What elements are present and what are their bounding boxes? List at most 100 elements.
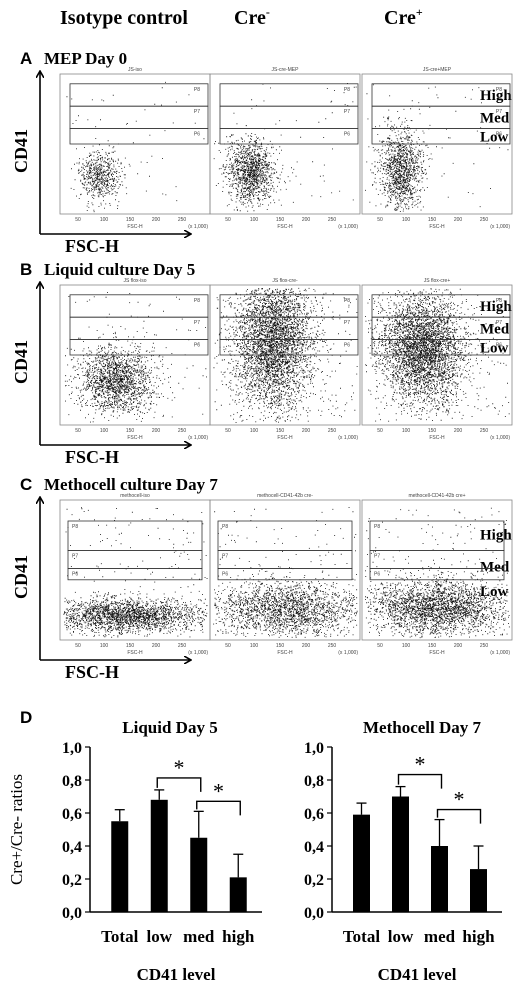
- fsc-axis-label: FSC-H: [65, 662, 119, 682]
- y-tick-label: 0,2: [304, 872, 324, 889]
- flow-x-axis-name: FSC-H: [277, 224, 293, 230]
- bar-chart-title: Liquid Day 5: [122, 718, 217, 737]
- flow-x-tick: 50: [225, 217, 231, 223]
- flow-gate: [69, 339, 209, 356]
- gate-level-label-med: Med: [480, 321, 510, 337]
- x-tick-label: high: [462, 927, 495, 946]
- flow-gate: [219, 339, 359, 356]
- y-tick-label: 0,0: [304, 905, 324, 922]
- bar-med: [431, 846, 448, 912]
- flow-gate: [371, 339, 511, 356]
- bar-low: [150, 799, 168, 912]
- flow-x-tick: 150: [276, 428, 285, 434]
- y-tick-label: 1,0: [62, 740, 82, 757]
- flow-x-axis-name: FSC-H: [429, 224, 445, 230]
- flow-x-tick: 150: [276, 217, 285, 223]
- flow-gate-label: P7: [222, 553, 228, 559]
- flow-gate: [67, 568, 203, 581]
- y-tick-label: 1,0: [304, 740, 324, 757]
- flow-gate: [219, 128, 359, 145]
- flow-gate: [69, 128, 209, 145]
- flow-plot: methocell-CD41-42b cre- 50 100 150 200 250(x …: [209, 493, 361, 656]
- flow-gate: [67, 520, 203, 551]
- flow-x-tick: 150: [428, 643, 437, 649]
- bar-total: [353, 814, 370, 912]
- flow-x-tick: 100: [250, 217, 259, 223]
- flow-x-max: (x 1,000): [338, 224, 358, 230]
- flow-x-tick: 150: [276, 643, 285, 649]
- flow-x-max: (x 1,000): [188, 650, 208, 656]
- flow-x-tick: 150: [126, 428, 135, 434]
- flow-gate-label: P7: [194, 320, 200, 326]
- flow-x-axis-name: FSC-H: [277, 650, 293, 656]
- x-tick-label: Total: [343, 927, 380, 946]
- flow-gate-label: P6: [194, 343, 200, 349]
- flow-plot-frame: [209, 73, 361, 215]
- flow-x-tick: 100: [250, 428, 259, 434]
- significance-bracket: [436, 808, 482, 824]
- flow-row-C: C Methocell culture Day 7 CD41 FSC-H High Med…: [11, 475, 513, 682]
- column-header-cre-plus-sup: +: [416, 5, 423, 19]
- x-tick-label: low: [388, 927, 414, 946]
- flow-gate-label: P7: [344, 109, 350, 115]
- flow-plot: JS-cre-MEP 50 100 150 200 250(x 1,000) FSC-H P8…: [209, 67, 361, 230]
- flow-x-tick: 150: [126, 643, 135, 649]
- column-header-cre-minus: Cre-: [234, 5, 270, 29]
- column-header-cre-plus: Cre+: [384, 5, 423, 29]
- panel-title: Liquid culture Day 5: [44, 260, 195, 279]
- flow-x-max: (x 1,000): [338, 435, 358, 441]
- gate-level-label-low: Low: [480, 129, 509, 145]
- flow-plot-frame: [209, 284, 361, 426]
- flow-gate: [217, 568, 353, 581]
- y-tick-label: 0,4: [304, 839, 324, 856]
- flow-events: [66, 81, 205, 213]
- flow-gate-label: P6: [222, 572, 228, 578]
- fsc-axis-label: FSC-H: [65, 236, 119, 256]
- y-tick-label: 0,2: [62, 872, 82, 889]
- y-tick-label: 0,0: [62, 905, 82, 922]
- gate-level-label-high: High: [480, 88, 512, 104]
- flow-plot-title: JS-cre+MEP: [423, 67, 452, 73]
- gate-level-label-med: Med: [480, 110, 510, 126]
- flow-x-tick: 250: [480, 643, 489, 649]
- flow-x-tick: 100: [100, 643, 109, 649]
- flow-x-tick: 250: [328, 428, 337, 434]
- flow-x-axis-name: FSC-H: [127, 224, 143, 230]
- flow-x-tick: 50: [75, 217, 81, 223]
- flow-gate-label: P6: [72, 572, 78, 578]
- panel-title: MEP Day 0: [44, 49, 127, 68]
- fsc-axis-label: FSC-H: [65, 447, 119, 467]
- flow-x-tick: 50: [75, 643, 81, 649]
- flow-plot-title: methocell-CD41-42b cre+: [408, 493, 465, 499]
- flow-gate: [371, 128, 511, 145]
- panel-letter: B: [20, 260, 32, 279]
- flow-plot-frame: [361, 499, 513, 641]
- flow-gate-label: P8: [344, 298, 350, 304]
- flow-gate: [219, 105, 359, 129]
- flow-x-tick: 100: [100, 428, 109, 434]
- x-tick-label: high: [222, 927, 255, 946]
- panel-letter: A: [20, 49, 32, 68]
- flow-x-tick: 50: [377, 217, 383, 223]
- flow-gate-label: P7: [194, 109, 200, 115]
- flow-x-tick: 250: [178, 217, 187, 223]
- flow-plot-title: JS-cre-MEP: [272, 67, 300, 73]
- bar-panels: D Liquid Day 5 0,0 0,2 0,4 0,6 0,8 1,0 Cre+/Cre-…: [7, 708, 502, 984]
- flow-x-tick: 250: [328, 217, 337, 223]
- flow-plot-frame: [361, 284, 513, 426]
- significance-star: *: [213, 778, 224, 803]
- flow-gate-label: P7: [496, 109, 502, 115]
- x-axis-label: CD41 level: [378, 965, 457, 984]
- flow-x-tick: 50: [377, 428, 383, 434]
- gate-level-label-low: Low: [480, 584, 509, 600]
- flow-gate-label: P6: [194, 132, 200, 138]
- flow-x-tick: 100: [250, 643, 259, 649]
- significance-star: *: [174, 755, 185, 780]
- column-header-isotype: Isotype control: [60, 7, 188, 29]
- flow-events: [63, 507, 208, 638]
- cd41-axis-label: CD41: [11, 555, 31, 599]
- flow-plot: JS flox-cre+ 50 100 150 200 250(x 1,000) FSC-H…: [361, 278, 513, 441]
- flow-x-tick: 50: [225, 428, 231, 434]
- flow-x-tick: 200: [152, 643, 161, 649]
